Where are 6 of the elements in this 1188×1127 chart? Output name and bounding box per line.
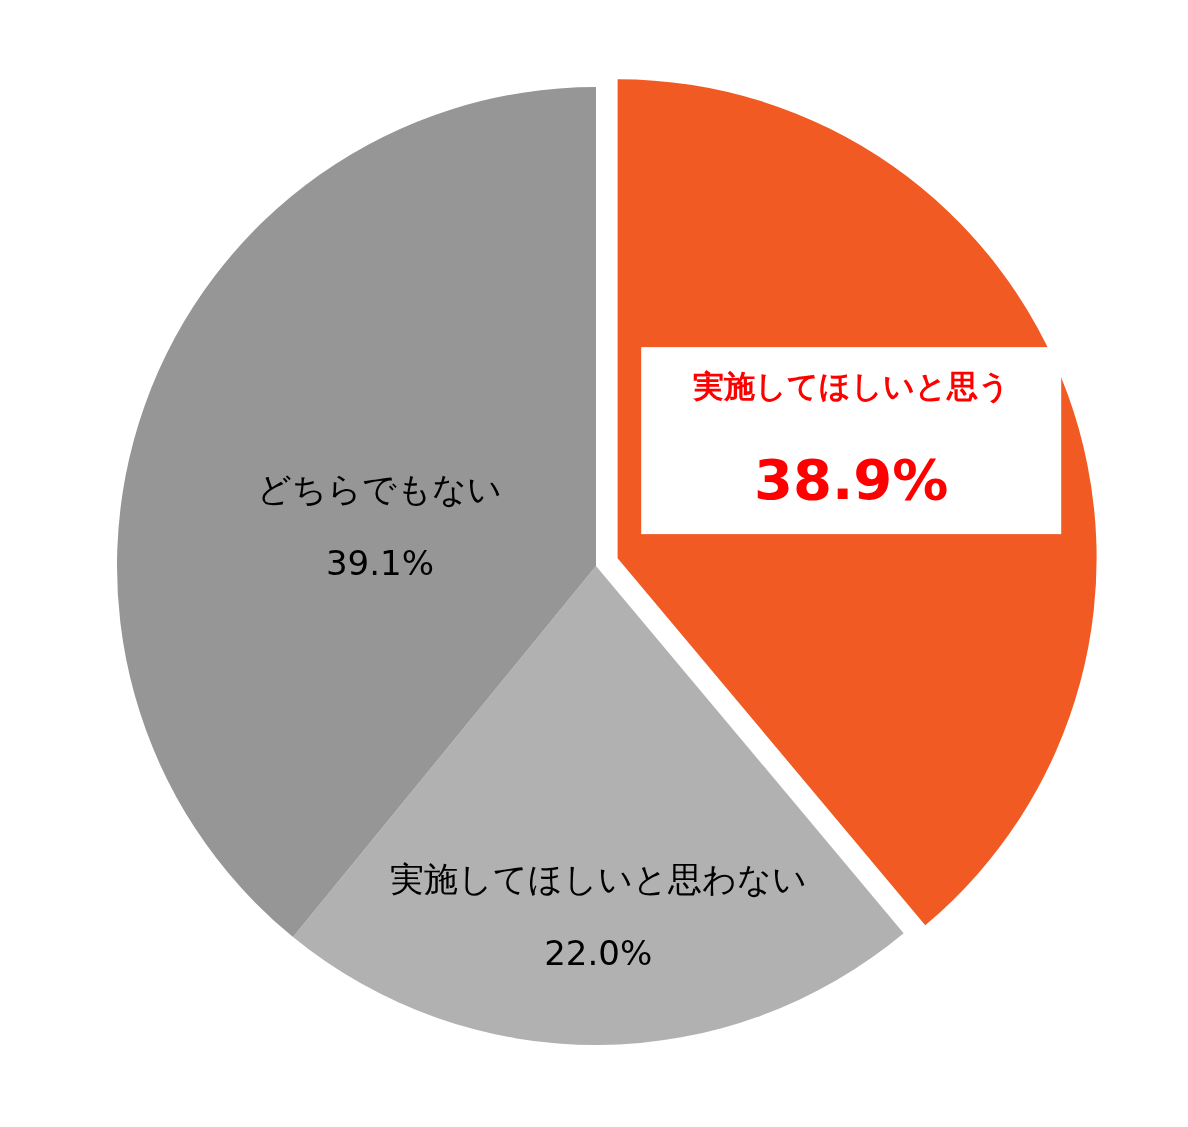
slice-label: 実施してほしいと思う — [691, 368, 1010, 405]
data-label: 38.9% — [754, 446, 949, 512]
data-label: 22.0% — [544, 932, 653, 973]
slice-label: 実施してほしいと思わない — [389, 858, 807, 899]
data-label: 39.1% — [325, 542, 434, 583]
slice-label: どちらでもない — [257, 468, 503, 509]
